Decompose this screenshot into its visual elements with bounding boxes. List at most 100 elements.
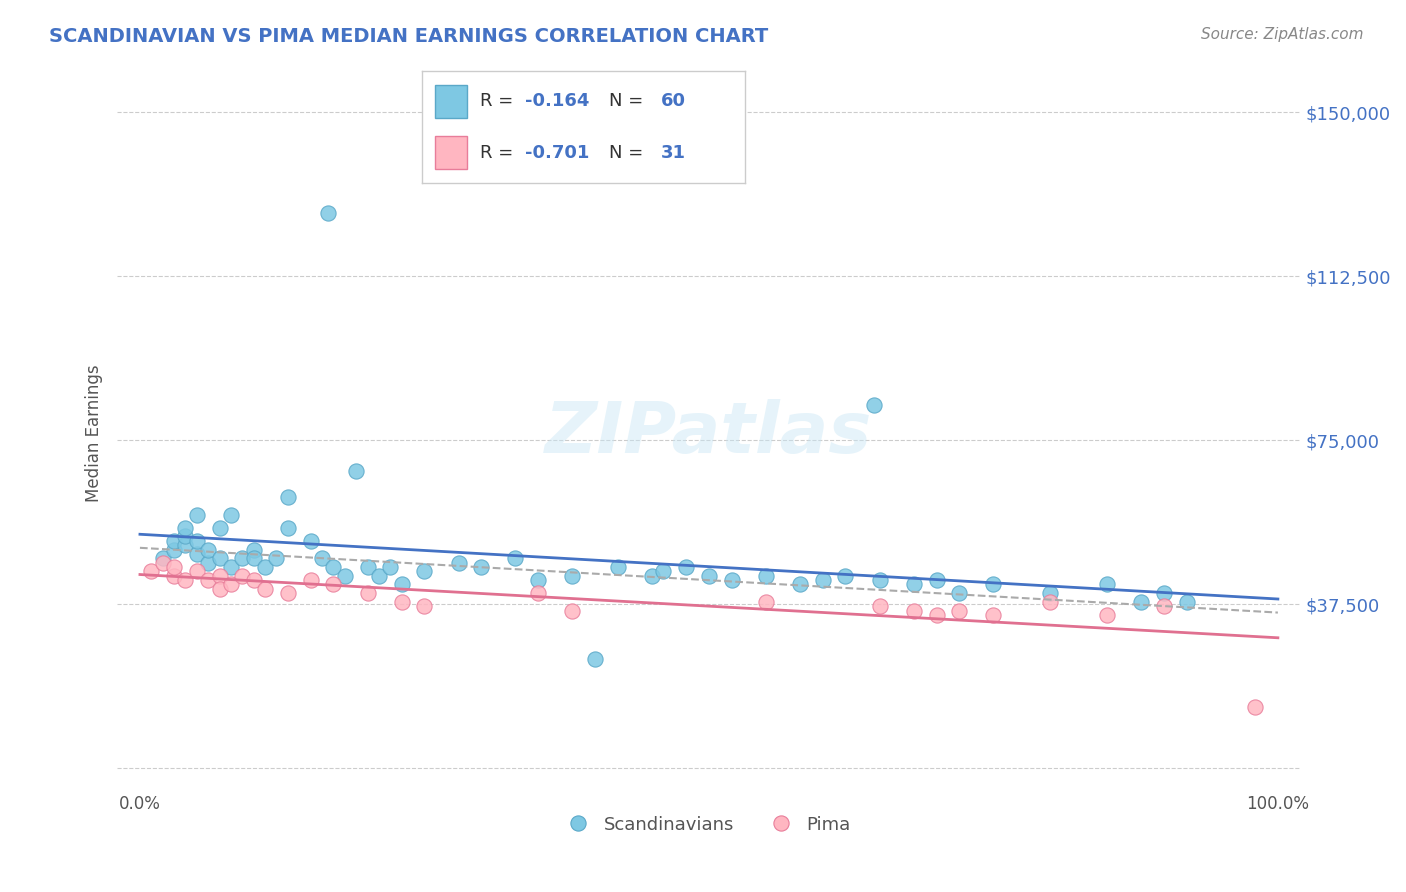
Text: 31: 31	[661, 144, 686, 161]
Point	[789, 577, 811, 591]
Point	[1153, 599, 1175, 614]
Point	[322, 560, 344, 574]
Point	[1039, 586, 1062, 600]
Point	[344, 464, 367, 478]
Point	[903, 604, 925, 618]
Point	[925, 573, 948, 587]
Point	[197, 542, 219, 557]
Point	[811, 573, 834, 587]
Point	[470, 560, 492, 574]
Point	[208, 582, 231, 596]
Point	[527, 586, 550, 600]
Text: ZIPatlas: ZIPatlas	[546, 400, 873, 468]
Point	[231, 551, 253, 566]
Point	[152, 556, 174, 570]
Point	[174, 529, 197, 543]
Text: R =: R =	[479, 144, 519, 161]
Point	[380, 560, 402, 574]
Point	[925, 608, 948, 623]
FancyBboxPatch shape	[434, 136, 467, 169]
Y-axis label: Median Earnings: Median Earnings	[86, 365, 103, 502]
Point	[163, 568, 186, 582]
Point	[322, 577, 344, 591]
Point	[869, 599, 891, 614]
Point	[219, 560, 242, 574]
Point	[652, 565, 675, 579]
Point	[186, 547, 208, 561]
Point	[186, 533, 208, 548]
Point	[1153, 586, 1175, 600]
Point	[391, 595, 413, 609]
Point	[505, 551, 527, 566]
Point	[277, 490, 299, 504]
Text: -0.701: -0.701	[526, 144, 589, 161]
Point	[1095, 577, 1118, 591]
Point	[834, 568, 856, 582]
Point	[367, 568, 389, 582]
Point	[242, 573, 264, 587]
Point	[163, 560, 186, 574]
Point	[447, 556, 470, 570]
Point	[903, 577, 925, 591]
Text: N =: N =	[609, 144, 650, 161]
Point	[606, 560, 628, 574]
Point	[697, 568, 720, 582]
Point	[356, 560, 378, 574]
Point	[527, 573, 550, 587]
Point	[186, 508, 208, 522]
Point	[583, 652, 606, 666]
Point	[231, 568, 253, 582]
Point	[1244, 699, 1267, 714]
Point	[948, 586, 970, 600]
Point	[561, 568, 583, 582]
Point	[356, 586, 378, 600]
Point	[174, 538, 197, 552]
Point	[186, 565, 208, 579]
Point	[413, 565, 436, 579]
Point	[1175, 595, 1198, 609]
Point	[141, 565, 163, 579]
Point	[152, 551, 174, 566]
Point	[277, 586, 299, 600]
Point	[219, 577, 242, 591]
Text: Source: ZipAtlas.com: Source: ZipAtlas.com	[1201, 27, 1364, 42]
Point	[208, 521, 231, 535]
Point	[219, 508, 242, 522]
Point	[755, 568, 778, 582]
Point	[316, 206, 339, 220]
Point	[174, 573, 197, 587]
Point	[208, 551, 231, 566]
Point	[163, 533, 186, 548]
Point	[391, 577, 413, 591]
Point	[242, 551, 264, 566]
Point	[948, 604, 970, 618]
Text: -0.164: -0.164	[526, 93, 589, 111]
Point	[197, 573, 219, 587]
Point	[983, 608, 1005, 623]
Point	[1130, 595, 1153, 609]
Text: 60: 60	[661, 93, 686, 111]
Point	[333, 568, 356, 582]
Point	[254, 560, 277, 574]
Point	[254, 582, 277, 596]
Point	[1039, 595, 1062, 609]
Point	[266, 551, 288, 566]
Point	[208, 568, 231, 582]
Text: R =: R =	[479, 93, 519, 111]
Point	[299, 533, 322, 548]
Point	[311, 551, 333, 566]
Point	[869, 573, 891, 587]
Point	[983, 577, 1005, 591]
Legend: Scandinavians, Pima: Scandinavians, Pima	[568, 815, 851, 834]
Point	[277, 521, 299, 535]
Point	[755, 595, 778, 609]
Point	[1095, 608, 1118, 623]
Point	[413, 599, 436, 614]
Point	[299, 573, 322, 587]
FancyBboxPatch shape	[434, 85, 467, 119]
Text: N =: N =	[609, 93, 650, 111]
Text: SCANDINAVIAN VS PIMA MEDIAN EARNINGS CORRELATION CHART: SCANDINAVIAN VS PIMA MEDIAN EARNINGS COR…	[49, 27, 769, 45]
Point	[174, 521, 197, 535]
Point	[720, 573, 742, 587]
Point	[163, 542, 186, 557]
